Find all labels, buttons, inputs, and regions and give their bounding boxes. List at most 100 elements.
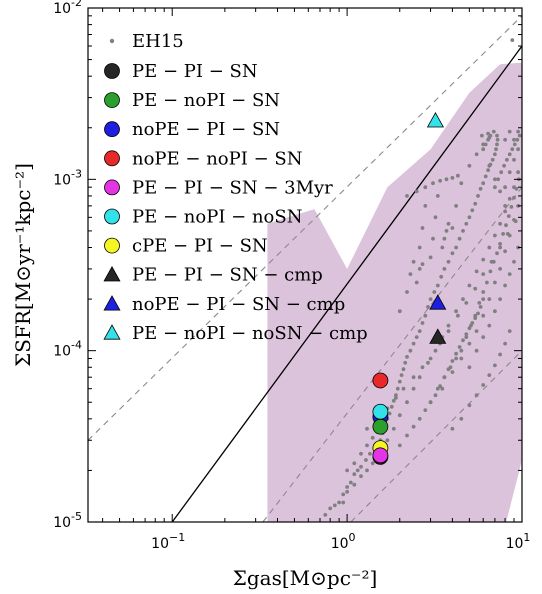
- eh15-point: [420, 226, 425, 230]
- eh15-point: [411, 386, 416, 391]
- eh15-point: [503, 185, 507, 190]
- y-tick-label-base: 10: [53, 515, 71, 531]
- eh15-point: [432, 290, 437, 294]
- legend-marker: [104, 179, 120, 196]
- legend-label: noPE − noPI − SN: [132, 148, 302, 169]
- eh15-point: [457, 345, 462, 349]
- y-tick-label-base: 10: [53, 344, 71, 360]
- eh15-point: [405, 400, 409, 405]
- marker-pe-nopi-sn: [372, 418, 389, 435]
- legend-label: EH15: [132, 31, 184, 52]
- legend-marker: [103, 324, 121, 340]
- eh15-point: [494, 147, 498, 152]
- eh15-point: [411, 375, 416, 380]
- eh15-point: [328, 506, 333, 511]
- x-tick-label-base: 10: [506, 536, 524, 552]
- x-tick-label: 101: [506, 531, 531, 552]
- eh15-point: [435, 386, 440, 391]
- eh15-point: [411, 341, 416, 346]
- eh15-point: [467, 341, 472, 346]
- eh15-point: [507, 272, 512, 276]
- eh15-point: [491, 259, 496, 264]
- eh15-point: [395, 386, 400, 391]
- eh15-point: [493, 177, 497, 182]
- eh15-point: [417, 329, 422, 333]
- eh15-point: [493, 280, 497, 285]
- eh15-point: [401, 386, 406, 391]
- eh15-point: [417, 245, 422, 250]
- eh15-point: [503, 209, 507, 214]
- legend-label: PE − PI − SN: [132, 61, 258, 82]
- eh15-point: [464, 221, 469, 226]
- eh15-point: [405, 290, 409, 294]
- eh15-point: [454, 245, 458, 250]
- eh15-point: [440, 245, 445, 250]
- eh15-point: [464, 301, 469, 305]
- eh15-point: [414, 280, 419, 285]
- eh15-point: [365, 443, 369, 448]
- eh15-point: [474, 269, 479, 274]
- eh15-point: [476, 311, 480, 316]
- x-tick-label-base: 10: [331, 536, 349, 552]
- eh15-point: [509, 205, 514, 209]
- eh15-point: [516, 147, 520, 152]
- eh15-point: [461, 297, 465, 301]
- legend-label: PE − noPI − SN: [132, 90, 280, 111]
- eh15-point: [417, 375, 422, 380]
- eh15-point: [512, 218, 516, 222]
- eh15-point: [474, 152, 479, 157]
- eh15-point: [467, 163, 472, 168]
- eh15-point: [481, 383, 486, 387]
- eh15-point: [493, 309, 497, 314]
- reference-lines-layer: [88, 15, 522, 522]
- legend-marker: [104, 150, 120, 167]
- eh15-point: [481, 290, 486, 294]
- legend-marker-eh15: [109, 38, 115, 44]
- eh15-point: [474, 329, 479, 333]
- eh15-point: [450, 370, 455, 374]
- eh15-point: [359, 451, 363, 456]
- legend-label: PE − noPI − noSN: [132, 207, 302, 228]
- marker-nope-nopi-sn: [372, 372, 389, 389]
- x-tick-label-base: 10: [151, 536, 169, 552]
- eh15-point: [423, 408, 428, 412]
- eh15-point: [464, 332, 469, 336]
- eh15-point: [495, 251, 499, 256]
- eh15-point: [440, 386, 445, 391]
- eh15-point: [502, 163, 506, 168]
- eh15-point: [476, 194, 480, 198]
- eh15-point: [512, 195, 516, 200]
- eh15-point: [495, 137, 500, 142]
- eh15-point: [501, 232, 505, 236]
- eh15-point: [394, 393, 398, 398]
- eh15-point: [442, 267, 447, 271]
- marker-pe-pi-sn-3myr: [372, 447, 389, 464]
- eh15-point: [345, 489, 349, 494]
- legend-label: PE − noPI − noSN − cmp: [132, 323, 368, 344]
- eh15-point: [506, 214, 511, 219]
- eh15-point: [446, 323, 451, 328]
- y-tick-label: 10-3: [53, 167, 82, 188]
- eh15-point: [403, 360, 408, 365]
- x-tick-label-exp: 1: [523, 531, 530, 544]
- eh15-point: [495, 142, 499, 147]
- eh15-point: [488, 269, 493, 274]
- eh15-point: [428, 297, 433, 301]
- legend-marker: [104, 237, 120, 254]
- eh15-point: [444, 229, 449, 233]
- eh15-point: [450, 359, 455, 363]
- y-tick-label-exp: -3: [71, 167, 82, 180]
- eh15-point: [387, 411, 392, 416]
- eh15-point: [503, 249, 507, 254]
- eh15-point: [473, 286, 478, 291]
- eh15-point: [503, 204, 507, 208]
- eh15-point: [507, 196, 512, 201]
- eh15-point: [457, 236, 462, 241]
- eh15-point: [391, 426, 396, 431]
- eh15-point: [428, 400, 433, 405]
- eh15-point: [487, 323, 492, 328]
- eh15-point: [426, 305, 430, 309]
- eh15-point: [417, 416, 422, 421]
- eh15-point: [385, 438, 390, 443]
- eh15-point: [397, 413, 402, 418]
